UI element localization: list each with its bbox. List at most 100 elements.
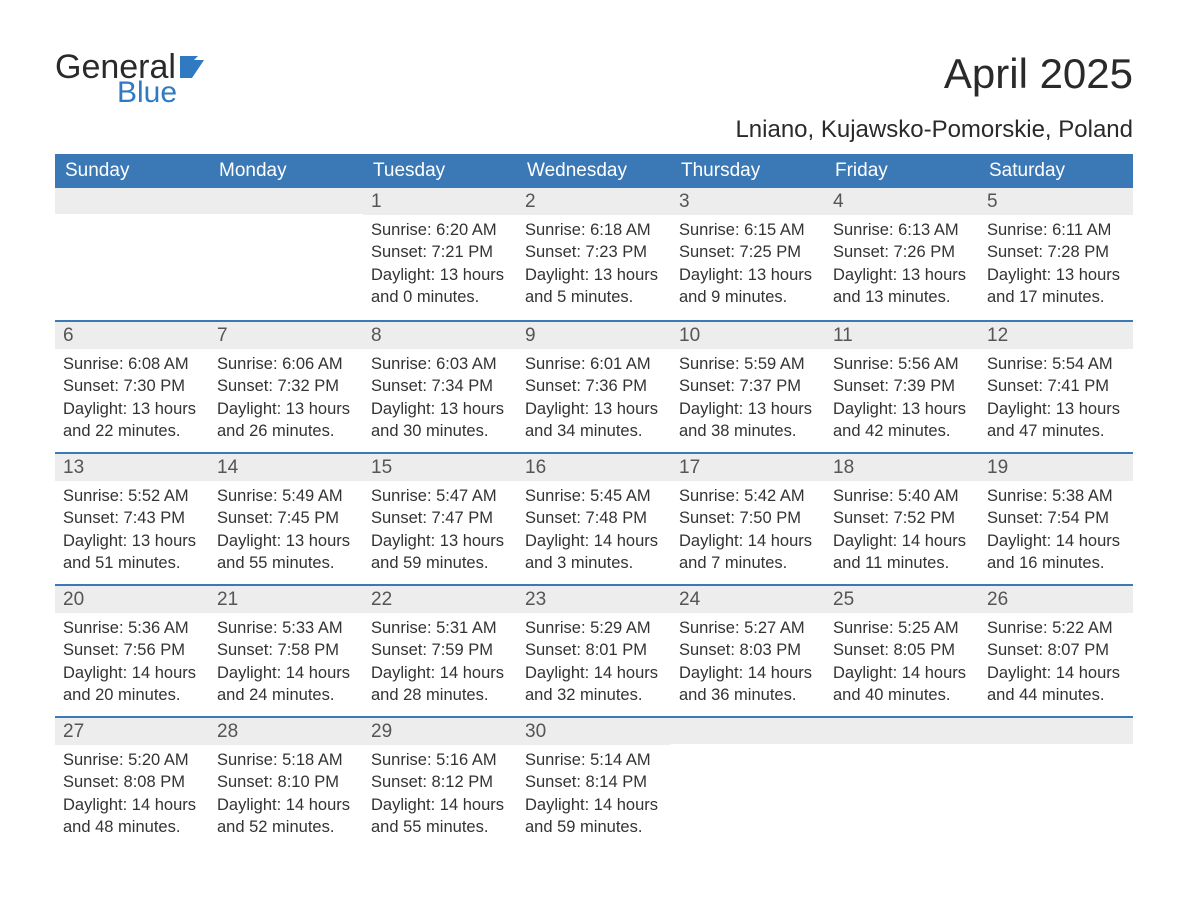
day-cell: 10 Sunrise: 5:59 AMSunset: 7:37 PMDayligh… — [671, 322, 825, 452]
daylight-text: Daylight: 13 hours and 55 minutes. — [217, 530, 355, 575]
week-row: 20Sunrise: 5:36 AMSunset: 7:56 PMDayligh… — [55, 584, 1133, 716]
day-number: 9 — [517, 322, 671, 349]
week-row: 1Sunrise: 6:20 AMSunset: 7:21 PMDaylight… — [55, 188, 1133, 320]
day-body — [671, 744, 825, 758]
sunrise-text: Sunrise: 5:59 AM — [679, 353, 817, 375]
daylight-text: Daylight: 14 hours and 24 minutes. — [217, 662, 355, 707]
day-cell: 16Sunrise: 5:45 AMSunset: 7:48 PMDayligh… — [517, 454, 671, 584]
day-body: Sunrise: 5:33 AMSunset: 7:58 PMDaylight:… — [209, 613, 363, 716]
day-number: 11 — [825, 322, 979, 349]
day-cell: 2Sunrise: 6:18 AMSunset: 7:23 PMDaylight… — [517, 188, 671, 320]
daylight-text: Daylight: 14 hours and 48 minutes. — [63, 794, 201, 839]
day-cell: 3Sunrise: 6:15 AMSunset: 7:25 PMDaylight… — [671, 188, 825, 320]
day-number — [979, 718, 1133, 744]
daylight-text: Daylight: 13 hours and 34 minutes. — [525, 398, 663, 443]
day-number: 12 — [979, 322, 1133, 349]
sunrise-text: Sunrise: 5:40 AM — [833, 485, 971, 507]
daylight-text: Daylight: 13 hours and 42 minutes. — [833, 398, 971, 443]
daylight-text: Daylight: 13 hours and 22 minutes. — [63, 398, 201, 443]
daylight-text: Daylight: 14 hours and 7 minutes. — [679, 530, 817, 575]
daylight-text: Daylight: 13 hours and 13 minutes. — [833, 264, 971, 309]
day-cell: 6Sunrise: 6:08 AMSunset: 7:30 PMDaylight… — [55, 322, 209, 452]
day-cell — [979, 718, 1133, 848]
sunrise-text: Sunrise: 5:45 AM — [525, 485, 663, 507]
day-number: 20 — [55, 586, 209, 613]
day-number: 13 — [55, 454, 209, 481]
day-body: Sunrise: 5:52 AMSunset: 7:43 PMDaylight:… — [55, 481, 209, 584]
daylight-text: Daylight: 14 hours and 3 minutes. — [525, 530, 663, 575]
page-subtitle: Lniano, Kujawsko-Pomorskie, Poland — [55, 116, 1133, 144]
day-number: 1 — [363, 188, 517, 215]
daylight-text: Daylight: 14 hours and 40 minutes. — [833, 662, 971, 707]
day-cell: 29Sunrise: 5:16 AMSunset: 8:12 PMDayligh… — [363, 718, 517, 848]
day-number: 25 — [825, 586, 979, 613]
day-cell: 21Sunrise: 5:33 AMSunset: 7:58 PMDayligh… — [209, 586, 363, 716]
sunrise-text: Sunrise: 5:56 AM — [833, 353, 971, 375]
daylight-text: Daylight: 13 hours and 38 minutes. — [679, 398, 817, 443]
day-cell: 22Sunrise: 5:31 AMSunset: 7:59 PMDayligh… — [363, 586, 517, 716]
day-body: Sunrise: 5:38 AMSunset: 7:54 PMDaylight:… — [979, 481, 1133, 584]
sunrise-text: Sunrise: 5:47 AM — [371, 485, 509, 507]
sunset-text: Sunset: 7:34 PM — [371, 375, 509, 397]
sunset-text: Sunset: 7:48 PM — [525, 507, 663, 529]
day-header-row: Sunday Monday Tuesday Wednesday Thursday… — [55, 154, 1133, 188]
sunset-text: Sunset: 7:39 PM — [833, 375, 971, 397]
day-cell: 1Sunrise: 6:20 AMSunset: 7:21 PMDaylight… — [363, 188, 517, 320]
daylight-text: Daylight: 13 hours and 30 minutes. — [371, 398, 509, 443]
sunset-text: Sunset: 7:23 PM — [525, 241, 663, 263]
sunrise-text: Sunrise: 6:03 AM — [371, 353, 509, 375]
sunset-text: Sunset: 7:59 PM — [371, 639, 509, 661]
day-cell: 20Sunrise: 5:36 AMSunset: 7:56 PMDayligh… — [55, 586, 209, 716]
day-cell: 24Sunrise: 5:27 AMSunset: 8:03 PMDayligh… — [671, 586, 825, 716]
day-number: 10 — [671, 322, 825, 349]
sunrise-text: Sunrise: 6:08 AM — [63, 353, 201, 375]
day-number: 7 — [209, 322, 363, 349]
day-cell: 27Sunrise: 5:20 AMSunset: 8:08 PMDayligh… — [55, 718, 209, 848]
sunrise-text: Sunrise: 6:13 AM — [833, 219, 971, 241]
day-body: Sunrise: 6:01 AMSunset: 7:36 PMDaylight:… — [517, 349, 671, 452]
day-cell: 18Sunrise: 5:40 AMSunset: 7:52 PMDayligh… — [825, 454, 979, 584]
sunset-text: Sunset: 7:32 PM — [217, 375, 355, 397]
week-row: 13Sunrise: 5:52 AMSunset: 7:43 PMDayligh… — [55, 452, 1133, 584]
day-body: Sunrise: 5:14 AMSunset: 8:14 PMDaylight:… — [517, 745, 671, 848]
header-row: General Blue April 2025 — [55, 50, 1133, 108]
daylight-text: Daylight: 14 hours and 52 minutes. — [217, 794, 355, 839]
day-number: 21 — [209, 586, 363, 613]
day-number: 27 — [55, 718, 209, 745]
day-body: Sunrise: 5:20 AMSunset: 8:08 PMDaylight:… — [55, 745, 209, 848]
day-number — [55, 188, 209, 214]
day-cell — [209, 188, 363, 320]
sunrise-text: Sunrise: 5:36 AM — [63, 617, 201, 639]
day-body: Sunrise: 5:22 AMSunset: 8:07 PMDaylight:… — [979, 613, 1133, 716]
day-header-thu: Thursday — [671, 154, 825, 188]
day-number: 3 — [671, 188, 825, 215]
sunrise-text: Sunrise: 5:42 AM — [679, 485, 817, 507]
day-cell: 17Sunrise: 5:42 AMSunset: 7:50 PMDayligh… — [671, 454, 825, 584]
day-cell: 28Sunrise: 5:18 AMSunset: 8:10 PMDayligh… — [209, 718, 363, 848]
daylight-text: Daylight: 14 hours and 16 minutes. — [987, 530, 1125, 575]
day-cell: 4Sunrise: 6:13 AMSunset: 7:26 PMDaylight… — [825, 188, 979, 320]
day-number: 8 — [363, 322, 517, 349]
day-cell: 15Sunrise: 5:47 AMSunset: 7:47 PMDayligh… — [363, 454, 517, 584]
day-number: 28 — [209, 718, 363, 745]
day-header-tue: Tuesday — [363, 154, 517, 188]
day-number: 14 — [209, 454, 363, 481]
day-header-fri: Friday — [825, 154, 979, 188]
sunset-text: Sunset: 8:01 PM — [525, 639, 663, 661]
day-number: 17 — [671, 454, 825, 481]
day-cell: 19Sunrise: 5:38 AMSunset: 7:54 PMDayligh… — [979, 454, 1133, 584]
sunset-text: Sunset: 7:58 PM — [217, 639, 355, 661]
day-body: Sunrise: 5:42 AMSunset: 7:50 PMDaylight:… — [671, 481, 825, 584]
sunset-text: Sunset: 8:07 PM — [987, 639, 1125, 661]
day-body: Sunrise: 5:25 AMSunset: 8:05 PMDaylight:… — [825, 613, 979, 716]
sunrise-text: Sunrise: 5:31 AM — [371, 617, 509, 639]
day-body: Sunrise: 6:18 AMSunset: 7:23 PMDaylight:… — [517, 215, 671, 318]
sunrise-text: Sunrise: 5:20 AM — [63, 749, 201, 771]
day-number: 19 — [979, 454, 1133, 481]
sunset-text: Sunset: 7:25 PM — [679, 241, 817, 263]
day-cell: 30Sunrise: 5:14 AMSunset: 8:14 PMDayligh… — [517, 718, 671, 848]
sunrise-text: Sunrise: 5:14 AM — [525, 749, 663, 771]
sunset-text: Sunset: 7:37 PM — [679, 375, 817, 397]
sunset-text: Sunset: 8:10 PM — [217, 771, 355, 793]
sunset-text: Sunset: 8:14 PM — [525, 771, 663, 793]
